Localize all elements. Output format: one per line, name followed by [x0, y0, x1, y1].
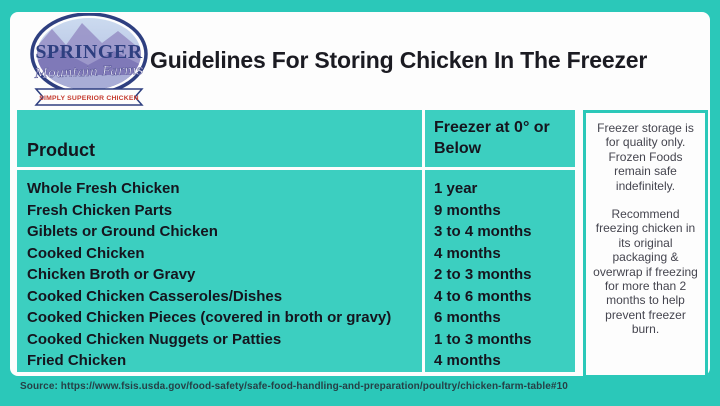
table-header-row: Product Freezer at 0° or Below — [17, 110, 575, 167]
note-packaging: Recommend freezing chicken in its origin… — [593, 206, 698, 337]
duration-column: 1 year 9 months 3 to 4 months 4 months 2 to … — [425, 170, 575, 372]
storage-table: Product Freezer at 0° or Below Whole Fre… — [17, 110, 575, 372]
table-row-product: Cooked Chicken Casseroles/Dishes — [27, 287, 283, 305]
table-row-duration: 2 to 3 months — [434, 266, 532, 283]
header: Guidelines For Storing Chicken In The Fr… — [150, 12, 702, 108]
table-row-duration: 4 months — [434, 244, 501, 262]
table-row-product: Chicken Broth or Gravy — [27, 266, 196, 283]
freezer-column-header: Freezer at 0° or Below — [425, 110, 575, 167]
logo-tagline-text: SIMPLY SUPERIOR CHICKEN — [39, 95, 138, 102]
table-row-duration: 4 months — [434, 352, 501, 369]
table-row-product: Fresh Chicken Parts — [27, 201, 173, 219]
table-row-duration: 3 to 4 months — [434, 223, 532, 240]
freezer-note-box: Freezer storage is for quality only. Fro… — [583, 110, 708, 378]
table-row-duration: 1 year — [434, 180, 478, 197]
product-column-header: Product — [17, 110, 422, 167]
table-row-product: Cooked Chicken Nuggets or Patties — [27, 330, 282, 348]
source-citation: Source: https://www.fsis.usda.gov/food-s… — [20, 381, 568, 392]
table-row-product: Giblets or Ground Chicken — [27, 223, 218, 240]
springer-mountain-farms-logo: SPRINGER Mountain Farms SIMPLY SUPERIOR … — [30, 13, 148, 106]
logo-ribbon-banner — [34, 88, 144, 106]
page-title: Guidelines For Storing Chicken In The Fr… — [150, 46, 648, 73]
table-row-duration: 4 to 6 months — [434, 287, 532, 305]
table-row-product: Whole Fresh Chicken — [27, 180, 180, 197]
logo-name-text: SPRINGER — [35, 41, 142, 63]
table-row-duration: 1 to 3 months — [434, 330, 532, 348]
table-row-duration: 6 months — [434, 309, 501, 326]
table-body: Whole Fresh Chicken Fresh Chicken Parts Gi… — [17, 170, 575, 372]
product-column: Whole Fresh Chicken Fresh Chicken Parts Gi… — [17, 170, 422, 372]
table-row-product: Cooked Chicken — [27, 244, 145, 262]
note-quality: Freezer storage is for quality only. Fro… — [597, 121, 694, 193]
table-row-product: Cooked Chicken Pieces (covered in broth … — [27, 309, 392, 326]
table-row-product: Fried Chicken — [27, 352, 127, 369]
table-row-duration: 9 months — [434, 201, 501, 219]
logo-script-text: Mountain Farms — [33, 63, 143, 82]
